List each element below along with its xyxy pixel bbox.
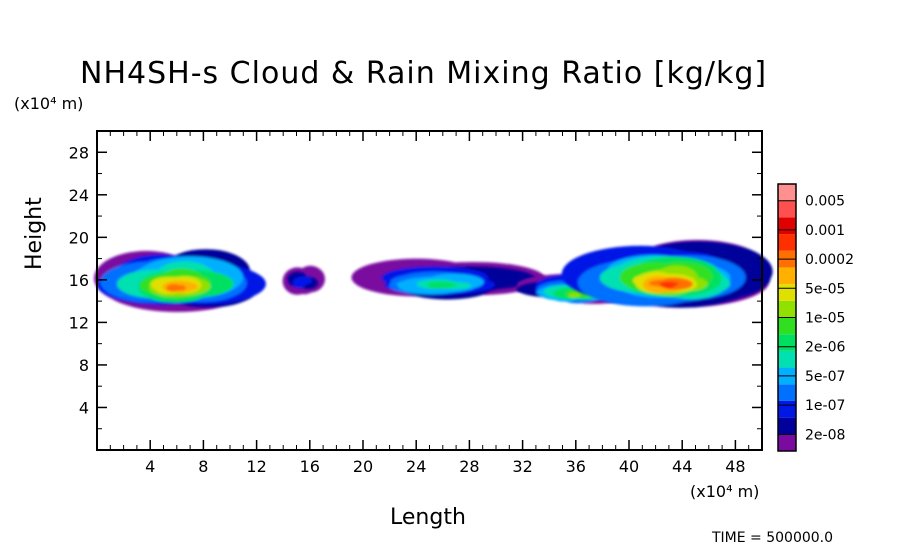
cloud-3 [351, 258, 546, 300]
cloud-contour [168, 284, 181, 291]
y-tick-label: 8 [79, 356, 89, 375]
y-tick-label: 28 [69, 143, 89, 162]
x-tick-label: 8 [198, 457, 208, 476]
cloud-5 [561, 240, 773, 308]
colorbar-swatch [778, 317, 796, 335]
colorbar-label: 1e-05 [805, 311, 845, 327]
chart-title: NH4SH-s Cloud & Rain Mixing Ratio [kg/kg… [80, 56, 768, 91]
x-tick-label: 28 [459, 457, 479, 476]
x-tick-label: 24 [406, 457, 426, 476]
colorbar-swatch [778, 434, 796, 451]
cloud-1 [94, 249, 266, 312]
colorbar-swatch [778, 217, 796, 235]
colorbar-swatch [778, 267, 796, 285]
colorbar-swatch [778, 200, 796, 218]
cloud-2 [282, 265, 325, 295]
colorbar: 2e-08 1e-07 5e-07 2e-06 1e-05 5e-05 0.0002 0.00… [777, 183, 854, 452]
x-tick-label: 36 [566, 457, 586, 476]
time-label: TIME = 500000.0 [712, 530, 834, 546]
colorbar-swatch [778, 400, 796, 418]
x-axis-label: Length [390, 505, 466, 530]
colorbar-swatch [778, 334, 796, 351]
x-tick-label: 12 [246, 457, 266, 476]
colorbar-label: 5e-07 [805, 369, 845, 385]
y-tick-label: 24 [69, 186, 89, 205]
x-tick-label: 20 [353, 457, 373, 476]
x-tick-label: 40 [619, 457, 639, 476]
colorbar-label: 2e-08 [805, 427, 845, 443]
colorbar-label: 5e-05 [805, 281, 845, 297]
y-tick-label: 12 [69, 313, 89, 332]
x-tick-label: 4 [145, 457, 155, 476]
y-unit-label: (x10⁴ m) [14, 94, 84, 113]
cloud-contour [568, 293, 579, 298]
colorbar-swatch [778, 384, 796, 401]
cloud-regions [94, 240, 773, 312]
cloud-contour [427, 281, 457, 289]
y-tick-label: 20 [69, 228, 89, 247]
colorbar-swatch [778, 417, 796, 435]
colorbar-swatch [778, 350, 796, 368]
colorbar-label: 2e-06 [805, 340, 845, 356]
colorbar-label: 0.001 [805, 223, 845, 239]
x-tick-label: 16 [300, 457, 320, 476]
colorbar-label: 0.005 [805, 194, 845, 210]
colorbar-label: 1e-07 [805, 398, 845, 414]
x-tick-label: 44 [672, 457, 692, 476]
y-tick-label: 16 [69, 271, 89, 290]
cloud-contour [296, 276, 313, 285]
x-tick-label: 48 [725, 457, 745, 476]
y-tick-label: 4 [79, 398, 89, 417]
colorbar-label: 0.0002 [805, 252, 854, 268]
colorbar-swatch [778, 300, 796, 318]
colorbar-swatch [778, 184, 796, 201]
colorbar-swatch [778, 234, 796, 251]
x-tick-label: 32 [512, 457, 532, 476]
cloud-contour [661, 282, 675, 287]
x-unit-label: (x10⁴ m) [690, 482, 760, 501]
colorbar-swatch [778, 284, 796, 301]
